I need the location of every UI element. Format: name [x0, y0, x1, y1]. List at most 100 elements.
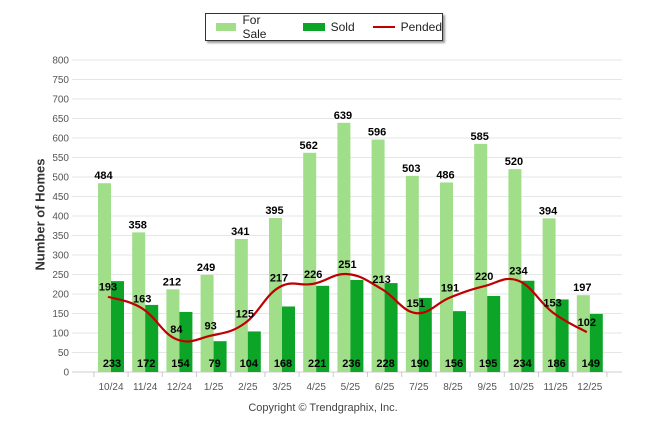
legend-swatch-sold	[302, 23, 325, 31]
y-tick-label: 50	[58, 348, 70, 359]
legend-label-for-sale: For Sale	[242, 13, 267, 41]
data-label-for-sale: 341	[231, 226, 249, 238]
data-label-sold: 172	[137, 358, 155, 370]
x-tick-label: 10/24	[98, 382, 123, 393]
x-tick-label: 10/25	[509, 382, 534, 393]
bar-for-sale	[269, 217, 282, 372]
bar-sold	[589, 313, 603, 372]
x-tick-label: 11/25	[543, 382, 568, 393]
data-label-sold: 104	[240, 358, 259, 370]
x-tick-label: 12/25	[577, 382, 602, 393]
pended-line	[107, 273, 588, 343]
bar-for-sale	[371, 139, 385, 372]
bar-for-sale	[440, 182, 453, 372]
y-axis-label: Number of Homes	[32, 158, 48, 271]
y-tick-label: 600	[52, 134, 69, 145]
data-label-for-sale: 503	[402, 163, 420, 175]
bar-for-sale	[200, 274, 214, 372]
y-tick-label: 250	[52, 270, 69, 281]
legend-label-pended: Pended	[400, 20, 442, 34]
y-tick-label: 200	[52, 290, 69, 301]
y-tick-label: 700	[52, 95, 69, 106]
y-tick-label: 500	[52, 173, 69, 184]
data-label-for-sale: 585	[471, 131, 489, 143]
data-label-pended: 93	[204, 321, 216, 333]
data-label-for-sale: 639	[334, 110, 352, 122]
data-label-for-sale: 484	[94, 170, 113, 182]
bar-sold	[145, 304, 159, 372]
bar-for-sale	[98, 183, 111, 372]
x-tick-label: 3/25	[272, 382, 292, 393]
data-label-sold: 154	[171, 358, 190, 370]
data-label-sold: 234	[513, 358, 532, 370]
y-tick-label: 400	[52, 212, 69, 223]
bar-for-sale	[405, 175, 419, 372]
y-tick-label: 350	[52, 231, 69, 242]
x-tick-label: 8/25	[443, 382, 463, 393]
data-label-for-sale: 562	[300, 140, 318, 152]
bar-for-sale	[542, 218, 556, 372]
bar-for-sale	[132, 232, 146, 372]
x-tick-label: 5/25	[341, 382, 361, 393]
y-tick-label: 100	[52, 329, 69, 340]
data-label-pended: 213	[372, 274, 390, 286]
data-label-sold: 195	[479, 358, 497, 370]
bar-sold	[418, 297, 432, 372]
bar-for-sale	[508, 169, 522, 372]
data-label-for-sale: 212	[163, 276, 181, 288]
legend: For Sale Sold Pended	[205, 13, 443, 41]
bar-for-sale	[234, 239, 248, 372]
data-label-for-sale: 596	[368, 127, 386, 139]
bar-sold	[384, 283, 398, 372]
data-label-for-sale: 197	[573, 282, 591, 294]
data-label-for-sale: 358	[129, 219, 147, 231]
data-label-pended: 220	[475, 271, 493, 283]
y-tick-label: 0	[63, 368, 69, 379]
legend-item-for-sale: For Sale	[216, 13, 285, 41]
data-label-pended: 226	[304, 269, 322, 281]
x-tick-label: 4/25	[306, 382, 326, 393]
bar-sold	[487, 295, 501, 372]
x-tick-label: 11/24	[133, 382, 158, 393]
bar-sold	[247, 331, 261, 372]
legend-label-sold: Sold	[330, 20, 355, 34]
data-label-for-sale: 395	[265, 205, 283, 217]
legend-item-pended: Pended	[372, 20, 442, 34]
data-label-pended: 153	[543, 297, 561, 309]
data-label-sold: 228	[376, 358, 394, 370]
data-label-pended: 125	[236, 308, 254, 320]
data-label-pended: 102	[578, 317, 596, 329]
data-label-sold: 156	[445, 358, 463, 370]
bar-sold	[282, 306, 295, 372]
data-label-pended: 217	[270, 272, 288, 284]
x-tick-label: 9/25	[477, 382, 497, 393]
bar-sold	[213, 341, 227, 372]
x-tick-label: 6/25	[375, 382, 395, 393]
data-label-pended: 251	[338, 259, 356, 271]
legend-swatch-for-sale	[216, 23, 237, 31]
y-tick-label: 550	[52, 153, 69, 164]
bar-for-sale	[576, 295, 590, 372]
data-label-for-sale: 486	[436, 169, 454, 181]
y-tick-label: 800	[52, 56, 69, 67]
data-label-for-sale: 249	[197, 262, 215, 274]
bar-for-sale	[337, 122, 351, 372]
data-label-pended: 151	[407, 298, 425, 310]
bar-sold	[111, 281, 124, 372]
data-label-sold: 149	[582, 358, 600, 370]
data-label-pended: 191	[441, 283, 459, 295]
data-label-for-sale: 520	[505, 156, 523, 168]
y-tick-label: 750	[52, 75, 69, 86]
y-tick-label: 450	[52, 192, 69, 203]
data-label-sold: 233	[103, 358, 121, 370]
bar-for-sale	[474, 143, 488, 372]
data-label-sold: 168	[274, 358, 292, 370]
data-label-for-sale: 394	[539, 205, 558, 217]
bar-for-sale	[303, 152, 317, 372]
bar-sold	[521, 280, 535, 372]
bar-sold	[453, 311, 466, 372]
data-label-sold: 221	[308, 358, 326, 370]
legend-item-sold: Sold	[302, 20, 355, 34]
y-tick-label: 650	[52, 114, 69, 125]
